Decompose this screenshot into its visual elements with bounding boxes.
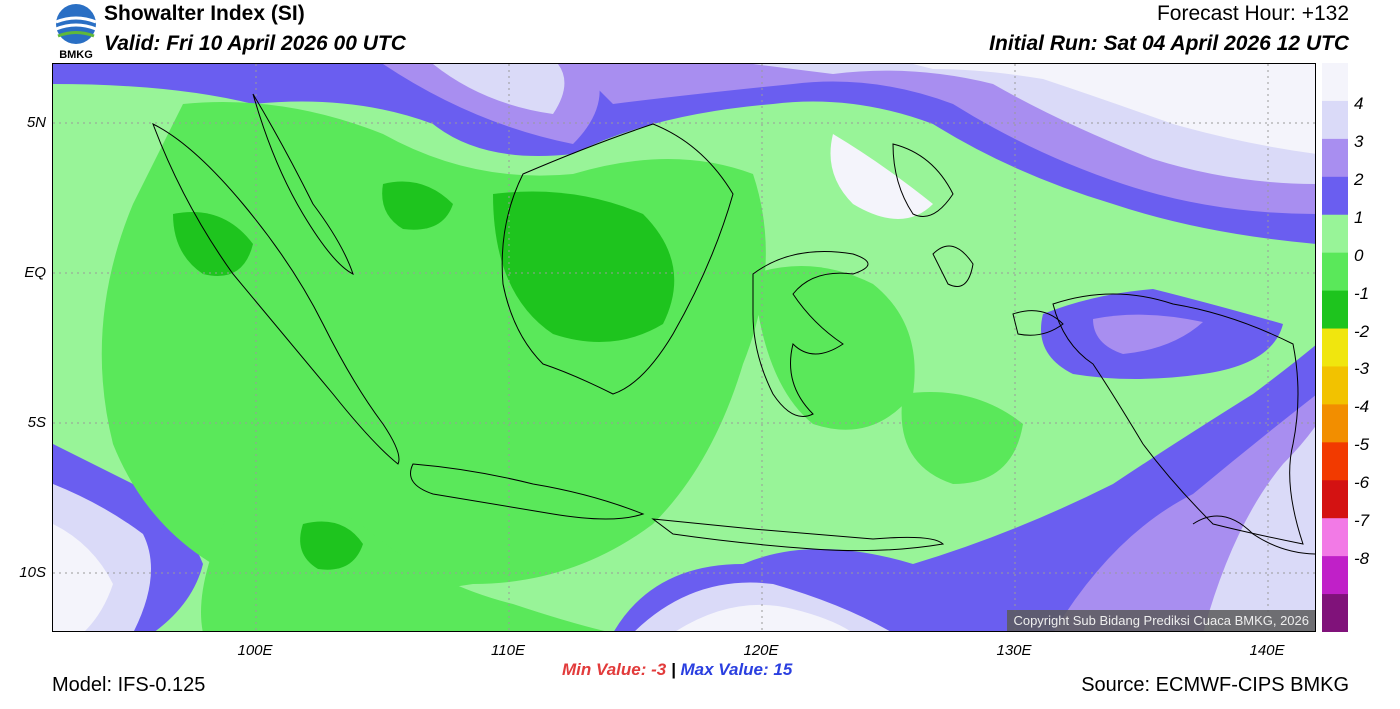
colorbar-segment (1322, 138, 1348, 178)
bmkg-logo: BMKG (55, 4, 97, 60)
initial-run: Initial Run: Sat 04 April 2026 12 UTC (989, 32, 1349, 55)
colorbar-label: -1 (1354, 283, 1370, 303)
colorbar-segment (1322, 480, 1348, 519)
svg-text:BMKG: BMKG (59, 49, 93, 60)
separator: | (670, 660, 676, 679)
coastlines (152, 93, 1315, 555)
colorbar-label: -6 (1354, 473, 1370, 493)
colorbar-label: -5 (1354, 435, 1370, 455)
colorbar-segment (1322, 100, 1348, 140)
colorbar-segment (1322, 214, 1348, 254)
colorbar (1322, 63, 1348, 632)
lon-label-100e: 100E (237, 642, 273, 659)
colorbar-label: -2 (1354, 321, 1370, 341)
colorbar-label: 1 (1354, 207, 1364, 227)
forecast-hour: Forecast Hour: +132 (1156, 2, 1349, 25)
colorbar-label: 4 (1354, 93, 1364, 113)
lon-label-120e: 120E (743, 642, 779, 659)
colorbar-segment (1322, 442, 1348, 481)
min-value: -3 (651, 660, 667, 679)
colorbar-segment (1322, 594, 1348, 632)
source-label: Source: ECMWF-CIPS BMKG (1081, 674, 1349, 696)
showalter-index-map: Copyright Sub Bidang Prediksi Cuaca BMKG… (52, 63, 1316, 632)
colorbar-label: -4 (1354, 397, 1370, 417)
colorbar-segment (1322, 404, 1348, 443)
colorbar-segment (1322, 366, 1348, 405)
colorbar-segment (1322, 556, 1348, 595)
copyright-note: Copyright Sub Bidang Prediksi Cuaca BMKG… (1007, 610, 1315, 631)
colorbar-label: 0 (1354, 245, 1364, 265)
lat-label-10s: 10S (19, 564, 46, 581)
colorbar-label: -3 (1354, 359, 1370, 379)
lon-label-140e: 140E (1249, 642, 1285, 659)
colorbar-label: -7 (1354, 511, 1370, 531)
colorbar-segment (1322, 290, 1348, 330)
valid-time: Valid: Fri 10 April 2026 00 UTC (104, 32, 406, 55)
map-field (53, 64, 1315, 631)
lat-label-5n: 5N (26, 114, 46, 131)
colorbar-segment (1322, 176, 1348, 216)
min-max-values: Min Value: -3 | Max Value: 15 (562, 660, 792, 680)
colorbar-label: 2 (1354, 169, 1364, 189)
lat-label-5s: 5S (27, 414, 46, 431)
max-label: Max Value: (680, 660, 769, 679)
min-label: Min Value: (562, 660, 647, 679)
chart-title: Showalter Index (SI) (104, 2, 305, 25)
colorbar-segment (1322, 328, 1348, 367)
colorbar-segment (1322, 63, 1348, 102)
colorbar-label: 3 (1354, 131, 1364, 151)
lon-label-130e: 130E (996, 642, 1032, 659)
max-value: 15 (773, 660, 793, 679)
colorbar-segment (1322, 518, 1348, 557)
colorbar-label: -8 (1354, 549, 1370, 569)
colorbar-segment (1322, 252, 1348, 292)
lon-label-110e: 110E (491, 642, 525, 659)
lat-label-eq: EQ (24, 264, 46, 281)
model-label: Model: IFS-0.125 (52, 674, 206, 696)
